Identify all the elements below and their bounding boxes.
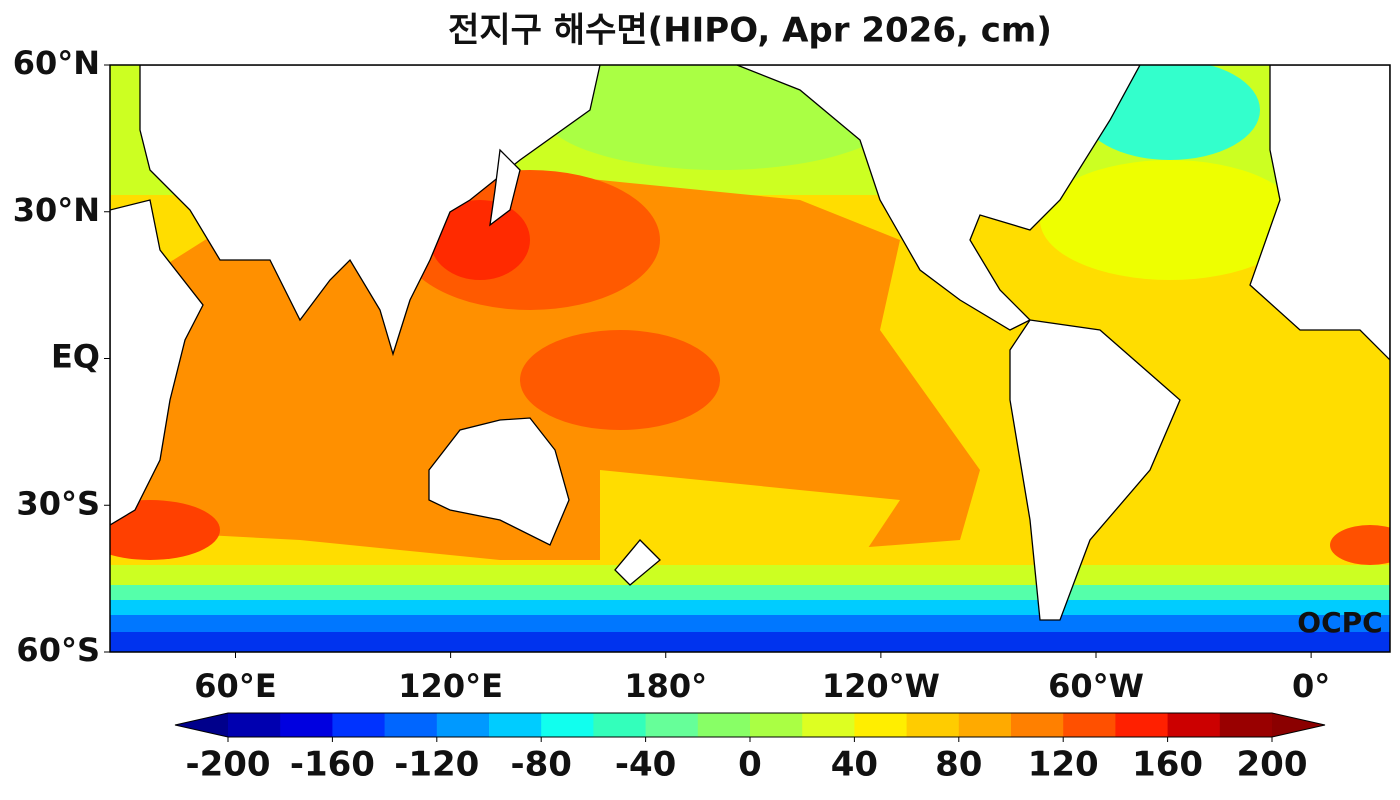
lon-tick-label: 120°E xyxy=(398,667,503,705)
colorbar-segment xyxy=(1167,713,1221,737)
colorbar-segment xyxy=(1063,713,1116,737)
colorbar-tick-label: -120 xyxy=(394,745,479,785)
colorbar-segment xyxy=(802,713,855,737)
watermark: OCPC xyxy=(1297,606,1382,639)
colorbar-segment xyxy=(1011,713,1064,737)
colorbar-tick-label: -40 xyxy=(615,745,676,785)
colorbar-segment xyxy=(906,713,960,737)
lat-tick-label: EQ xyxy=(51,338,100,376)
colorbar-segment xyxy=(750,713,803,737)
colorbar-segment xyxy=(1115,713,1169,737)
lon-tick-label: 180° xyxy=(624,667,707,705)
title: 전지구 해수면(HIPO, Apr 2026, cm) xyxy=(448,11,1052,51)
colorbar-segment xyxy=(854,713,908,737)
lon-tick-label: 60°W xyxy=(1048,667,1144,705)
colorbar-tick-label: -200 xyxy=(185,745,270,785)
colorbar-segment xyxy=(228,713,281,737)
lat-tick-label: 30°S xyxy=(16,484,100,522)
colorbar-segment xyxy=(541,713,594,737)
lat-tick-label: 60°N xyxy=(13,44,100,82)
colorbar-segment xyxy=(645,713,699,737)
colorbar-segment xyxy=(593,713,647,737)
colorbar-segment xyxy=(436,713,490,737)
lon-tick-label: 120°W xyxy=(822,667,940,705)
colorbar-segment xyxy=(280,713,333,737)
colorbar-segment xyxy=(697,713,751,737)
colorbar-tick-label: 80 xyxy=(935,745,982,785)
colorbar-tick-label: 0 xyxy=(738,745,762,785)
sea-level-field xyxy=(110,65,1390,652)
colorbar-segment xyxy=(332,713,386,737)
colorbar-segment xyxy=(958,713,1012,737)
colorbar-under xyxy=(175,713,228,737)
colorbar-tick-label: 120 xyxy=(1028,745,1099,785)
colorbar-tick-label: 200 xyxy=(1237,745,1308,785)
colorbar-segment xyxy=(384,713,438,737)
lon-tick-label: 60°E xyxy=(194,667,276,705)
colorbar-over xyxy=(1272,713,1325,737)
lat-tick-label: 30°N xyxy=(13,191,100,229)
lon-tick-label: 0° xyxy=(1292,667,1330,705)
colorbar-segment xyxy=(489,713,542,737)
lat-tick-label: 60°S xyxy=(16,631,100,669)
colorbar-tick-label: 40 xyxy=(831,745,878,785)
colorbar-tick-label: -80 xyxy=(510,745,571,785)
colorbar-tick-label: 160 xyxy=(1132,745,1203,785)
colorbar-segment xyxy=(1219,713,1273,737)
colorbar-tick-label: -160 xyxy=(290,745,375,785)
